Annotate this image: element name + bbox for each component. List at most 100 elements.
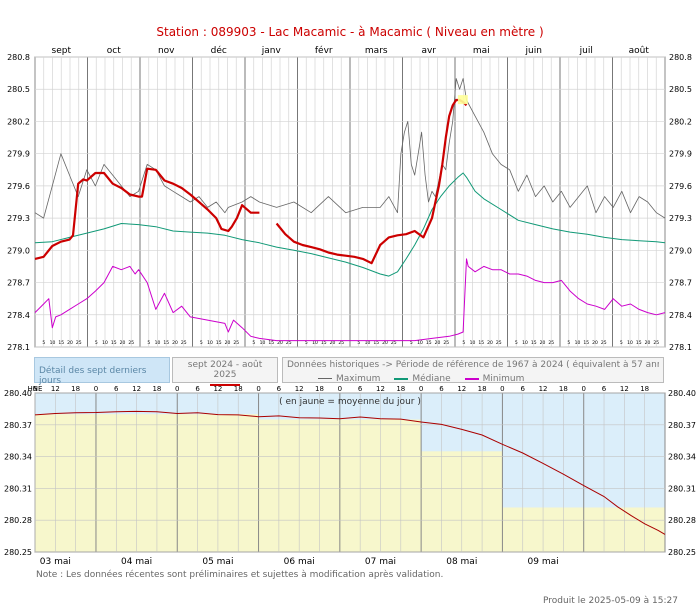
- hour-tick-label: 6: [521, 385, 526, 393]
- y-tick-right: 280.2: [669, 117, 692, 126]
- month-label: août: [629, 46, 650, 56]
- day-tick-label: 5: [305, 340, 308, 346]
- detail-y-tick-right: 280.31: [668, 484, 696, 493]
- legend-max-swatch: [318, 378, 332, 379]
- y-tick-left: 278.4: [7, 311, 30, 320]
- legend-current-swatch: [210, 384, 240, 386]
- month-label: avr: [421, 46, 436, 56]
- day-tick-label: 10: [575, 340, 581, 346]
- day-tick-label: 25: [548, 340, 554, 346]
- day-tick-label: 10: [365, 340, 371, 346]
- y-tick-left: 278.7: [7, 279, 30, 288]
- day-tick-label: 25: [496, 340, 502, 346]
- day-tick-label: 15: [583, 340, 589, 346]
- day-tick-label: 25: [653, 340, 659, 346]
- day-tick-label: 10: [522, 340, 528, 346]
- detail-y-tick-right: 280.28: [668, 516, 696, 525]
- y-tick-left: 279.0: [7, 246, 30, 255]
- day-tick-label: 25: [391, 340, 397, 346]
- y-tick-left: 280.2: [7, 117, 30, 126]
- day-tick-label: 20: [67, 340, 73, 346]
- produced-timestamp: Produit le 2025-05-09 à 15:27: [543, 596, 678, 606]
- hour-tick-label: 0: [256, 385, 260, 393]
- chart-title: Station : 089903 - Lac Macamic - à Macam…: [156, 25, 544, 39]
- day-tick-label: 15: [321, 340, 327, 346]
- detail-annotation: ( en jaune = moyenne du jour ): [279, 397, 421, 407]
- legend-med: Médiane: [394, 374, 451, 384]
- legend-med-swatch: [394, 377, 409, 380]
- legend-current: sept 2024 - août 2025: [172, 357, 278, 386]
- hour-tick-label: 12: [376, 385, 385, 393]
- detail-y-tick-left: 280.34: [4, 453, 32, 462]
- legend-items: Maximum Médiane Minimum: [318, 374, 524, 384]
- day-label: 03 mai: [40, 557, 71, 567]
- daily-mean-bar: [35, 414, 96, 552]
- hour-tick-label: 12: [51, 385, 60, 393]
- day-label: 09 mai: [528, 557, 559, 567]
- hour-tick-label: 18: [234, 385, 243, 393]
- day-tick-label: 15: [426, 340, 432, 346]
- detail-y-tick-left: 280.37: [4, 421, 32, 430]
- detail-y-tick-right: 280.34: [668, 453, 696, 462]
- day-tick-label: 10: [260, 340, 266, 346]
- hour-tick-label: 12: [620, 385, 629, 393]
- day-tick-label: 15: [478, 340, 484, 346]
- hour-tick-label: 18: [396, 385, 405, 393]
- legend-historic-label: Données historiques -> Période de référe…: [287, 360, 659, 370]
- day-tick-label: 20: [540, 340, 546, 346]
- legend-detail-label: Détail des sept derniers jours: [39, 366, 147, 386]
- recent-week-highlight: [457, 95, 468, 105]
- day-tick-label: 20: [225, 340, 231, 346]
- hour-tick-label: 18: [478, 385, 487, 393]
- day-tick-label: 5: [147, 340, 150, 346]
- hour-tick-label: 18: [152, 385, 161, 393]
- hour-tick-label: 0: [581, 385, 585, 393]
- day-tick-label: 25: [128, 340, 134, 346]
- detail-y-tick-right: 280.37: [668, 421, 696, 430]
- y-tick-left: 279.3: [7, 214, 30, 223]
- day-tick-label: 5: [462, 340, 465, 346]
- day-tick-label: 10: [627, 340, 633, 346]
- y-tick-right: 279.9: [669, 150, 692, 159]
- day-label: 08 mai: [446, 557, 477, 567]
- series-line-0: [34, 78, 666, 219]
- month-label: nov: [158, 46, 175, 56]
- day-tick-label: 25: [443, 340, 449, 346]
- month-label: oct: [107, 46, 121, 56]
- legend-current-label: sept 2024 - août 2025: [187, 360, 263, 380]
- month-label: juin: [525, 46, 542, 56]
- day-tick-label: 20: [330, 340, 336, 346]
- month-label: déc: [211, 45, 227, 56]
- day-tick-label: 20: [120, 340, 126, 346]
- day-tick-label: 10: [312, 340, 318, 346]
- detail-y-tick-left: 280.28: [4, 516, 32, 525]
- y-tick-left: 279.9: [7, 150, 30, 159]
- day-tick-label: 15: [268, 340, 274, 346]
- series-line-3: [34, 98, 468, 265]
- series-line-2: [34, 258, 666, 342]
- day-tick-label: 5: [357, 340, 360, 346]
- day-tick-label: 25: [286, 340, 292, 346]
- y-tick-left: 280.8: [7, 53, 30, 62]
- y-tick-left: 279.6: [7, 182, 30, 191]
- hour-tick-label: 0: [419, 385, 423, 393]
- hour-tick-label: 12: [132, 385, 141, 393]
- day-tick-label: 10: [417, 340, 423, 346]
- legend-max: Maximum: [318, 374, 380, 384]
- day-tick-label: 20: [435, 340, 441, 346]
- detail-y-tick-right: 280.25: [668, 548, 696, 557]
- day-tick-label: 25: [76, 340, 82, 346]
- month-label: févr: [315, 45, 333, 56]
- footnote: Note : Les données récentes sont prélimi…: [36, 570, 444, 580]
- detail-y-tick-left: 280.31: [4, 484, 32, 493]
- y-tick-right: 279.3: [669, 214, 692, 223]
- day-tick-label: 25: [233, 340, 239, 346]
- day-tick-label: 25: [181, 340, 187, 346]
- day-label: 05 mai: [202, 557, 233, 567]
- day-label: 07 mai: [365, 557, 396, 567]
- day-tick-label: 10: [50, 340, 56, 346]
- legend-min-label: Minimum: [482, 374, 525, 384]
- day-tick-label: 10: [207, 340, 213, 346]
- hour-tick-label: 12: [213, 385, 222, 393]
- hour-tick-label: 12: [295, 385, 304, 393]
